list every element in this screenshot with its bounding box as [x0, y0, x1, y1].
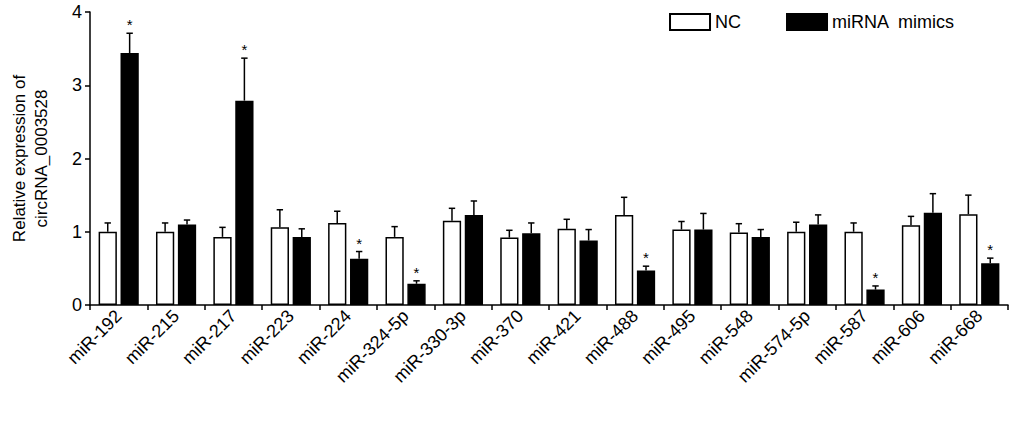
svg-text:miR-223: miR-223	[236, 306, 298, 368]
svg-text:4: 4	[72, 2, 82, 22]
svg-text:miRNA mimics: miRNA mimics	[832, 12, 954, 32]
svg-text:miR-488: miR-488	[580, 306, 642, 368]
svg-text:3: 3	[72, 75, 82, 95]
svg-text:miR-421: miR-421	[523, 306, 585, 368]
svg-text:2: 2	[72, 149, 82, 169]
svg-text:miR-217: miR-217	[178, 306, 240, 368]
svg-text:miR-587: miR-587	[809, 306, 871, 368]
svg-text:*: *	[873, 269, 879, 286]
svg-text:*: *	[127, 16, 133, 33]
svg-text:*: *	[241, 41, 247, 58]
svg-text:miR-224: miR-224	[293, 305, 356, 369]
svg-text:miR-330-3p: miR-330-3p	[389, 306, 470, 387]
svg-text:*: *	[987, 241, 993, 258]
svg-text:miR-495: miR-495	[637, 306, 699, 368]
svg-text:miR-574-5p: miR-574-5p	[734, 306, 815, 387]
svg-text:0: 0	[72, 295, 82, 315]
svg-text:miR-668: miR-668	[924, 306, 986, 368]
svg-text:circRNA_0003528: circRNA_0003528	[32, 90, 51, 228]
svg-text:miR-606: miR-606	[867, 306, 929, 368]
svg-text:*: *	[643, 249, 649, 266]
svg-text:miR-324-5p: miR-324-5p	[332, 305, 413, 387]
svg-text:*: *	[414, 264, 420, 281]
svg-text:miR-215: miR-215	[121, 306, 183, 368]
svg-text:*: *	[356, 235, 362, 252]
svg-text:miR-370: miR-370	[465, 306, 527, 368]
svg-text:NC: NC	[715, 12, 741, 32]
svg-text:miR-548: miR-548	[694, 305, 757, 369]
svg-text:miR-192: miR-192	[64, 306, 126, 368]
svg-text:Relative expression of: Relative expression of	[10, 75, 29, 243]
svg-text:1: 1	[72, 222, 82, 242]
